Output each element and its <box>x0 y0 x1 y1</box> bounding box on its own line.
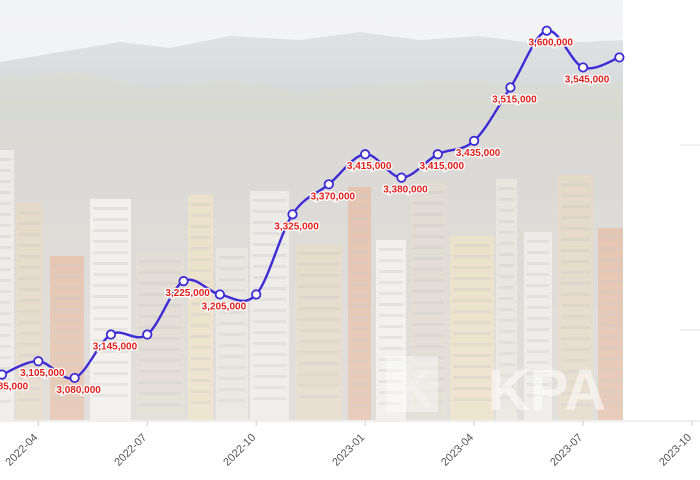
data-label: 3,145,000 <box>93 342 138 353</box>
data-label: 3,080,000 <box>56 385 101 396</box>
y-grid-stubs <box>680 144 700 331</box>
x-tick-label: 2023-04 <box>439 432 476 469</box>
data-point <box>614 52 625 63</box>
data-point <box>214 289 225 300</box>
data-point <box>432 149 443 160</box>
data-label: 3,380,000 <box>383 185 428 196</box>
x-tick-label: 2022-04 <box>3 432 40 469</box>
x-tick-label: 2023-07 <box>548 432 585 469</box>
data-point <box>251 289 262 300</box>
watermark-logo: K KPA <box>386 356 606 423</box>
svg-text:K: K <box>396 360 434 418</box>
x-tick-label: 2022-07 <box>112 432 149 469</box>
data-label: 3,545,000 <box>565 74 610 85</box>
data-point <box>505 82 516 93</box>
x-tick-label: 2022-10 <box>221 432 258 469</box>
data-label: 3,415,000 <box>347 161 392 172</box>
data-label: 3,085,000 <box>0 382 29 393</box>
data-point <box>287 209 298 220</box>
data-label: 3,435,000 <box>456 148 501 159</box>
data-point <box>396 172 407 183</box>
data-point <box>142 329 153 340</box>
data-point <box>0 369 8 380</box>
data-point <box>33 356 44 367</box>
data-point <box>105 329 117 340</box>
data-label: 3,415,000 <box>420 161 465 172</box>
x-tick-label: 2023-10 <box>657 432 694 469</box>
data-point <box>178 276 189 287</box>
data-point <box>541 25 552 36</box>
data-point <box>360 149 371 160</box>
x-tick-label: 2023-01 <box>330 432 367 469</box>
data-point <box>323 179 334 190</box>
data-label: 3,325,000 <box>274 221 319 232</box>
data-label: 3,370,000 <box>311 191 356 202</box>
background-city-photo <box>0 0 623 420</box>
data-label: 3,105,000 <box>20 368 65 379</box>
data-label: 3,205,000 <box>202 301 247 312</box>
data-point <box>69 372 80 384</box>
data-label: 3,515,000 <box>492 94 537 105</box>
data-point <box>469 135 480 146</box>
data-label: 3,600,000 <box>528 38 573 49</box>
svg-text:KPA: KPA <box>488 358 606 423</box>
data-label: 3,225,000 <box>165 288 210 299</box>
data-point <box>577 62 589 73</box>
